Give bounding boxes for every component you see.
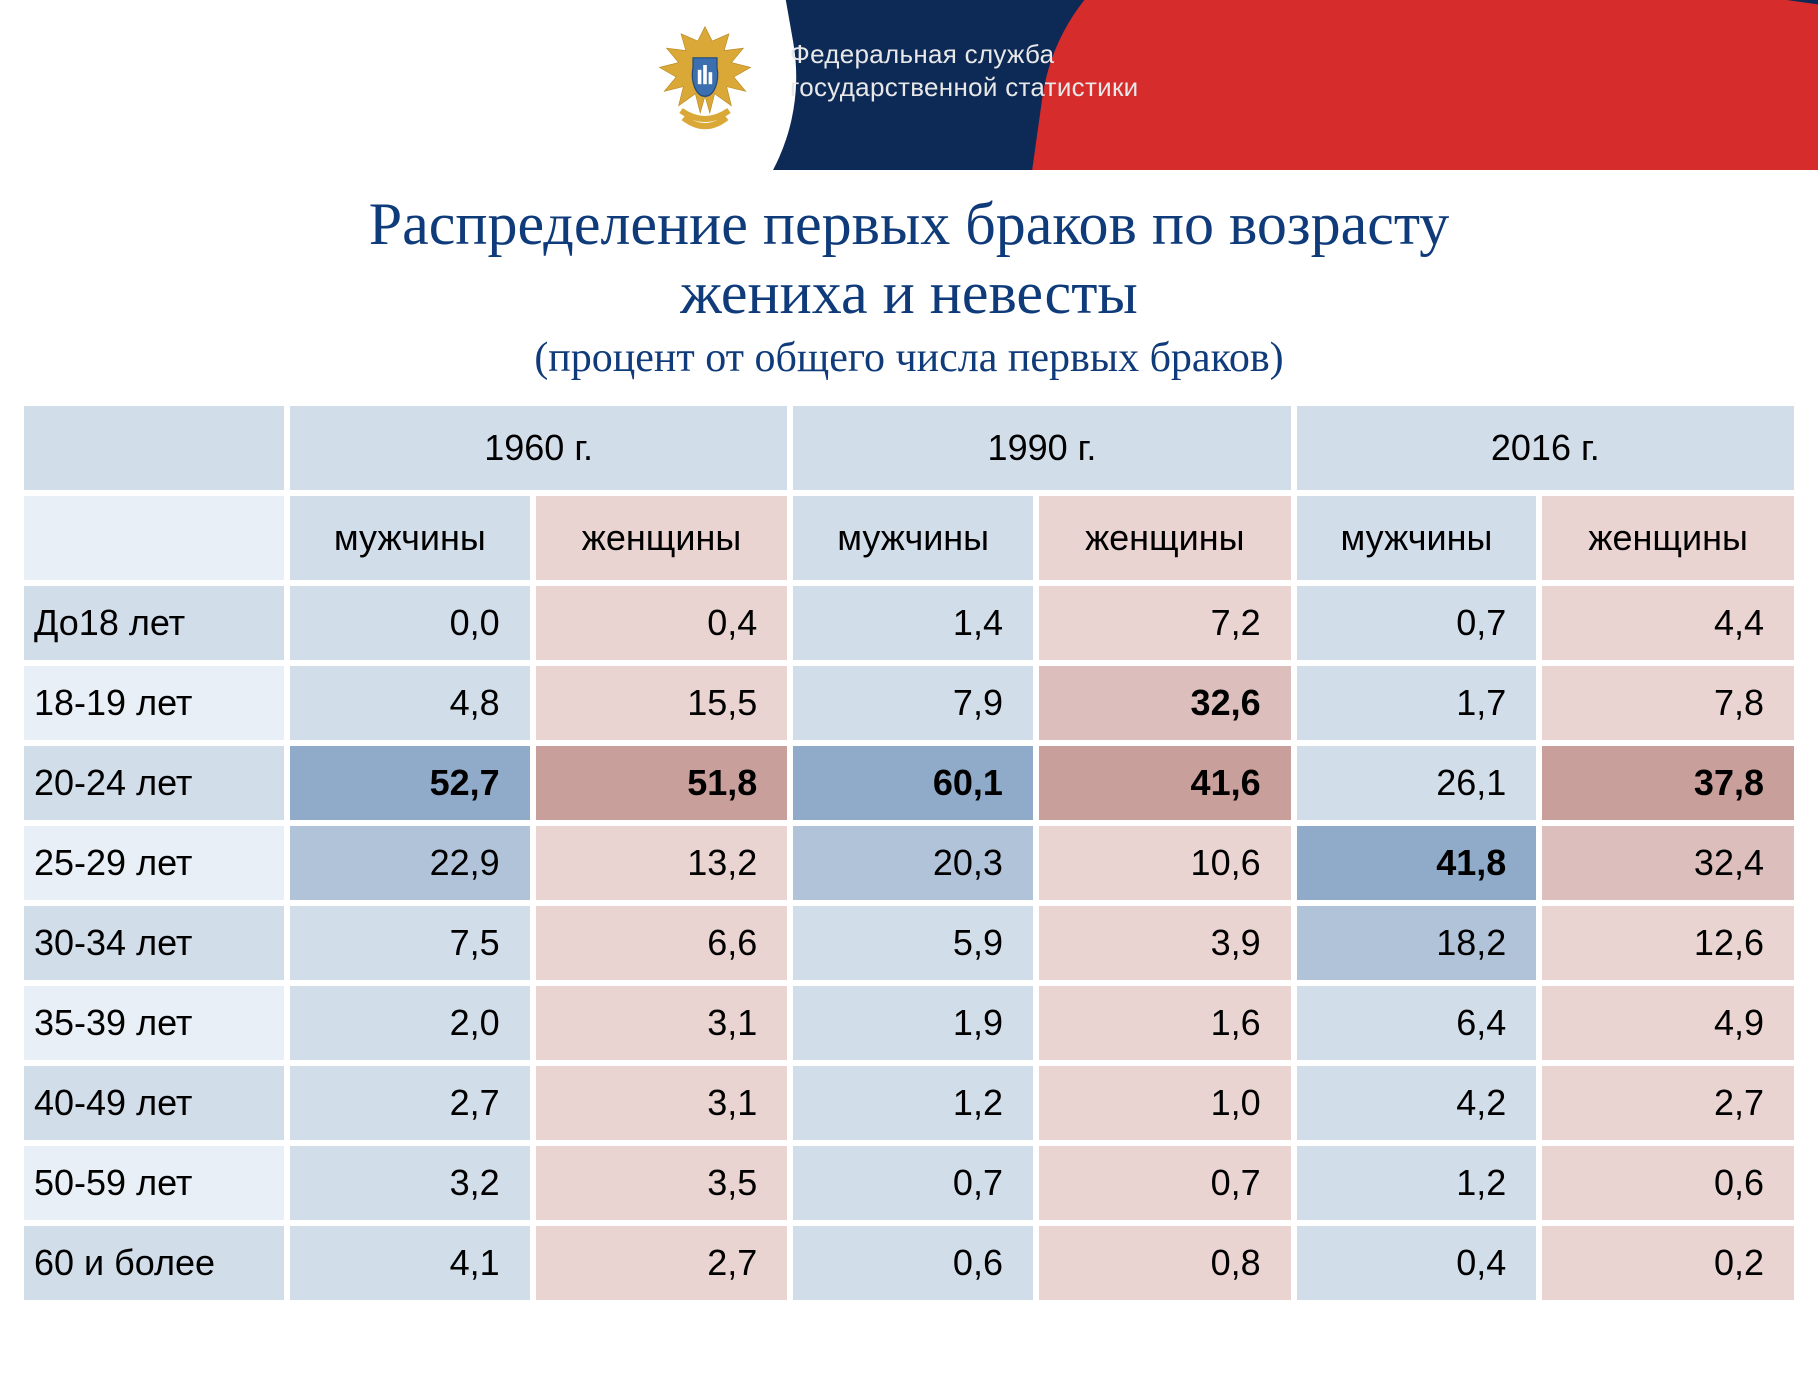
row-label: 35-39 лет [24, 986, 284, 1060]
row-label: 30-34 лет [24, 906, 284, 980]
data-cell: 1,0 [1039, 1066, 1291, 1140]
data-cell: 41,6 [1039, 746, 1291, 820]
data-cell: 0,2 [1542, 1226, 1794, 1300]
table-row: 35-39 лет2,03,11,91,66,44,9 [24, 986, 1794, 1060]
data-cell: 0,6 [793, 1226, 1033, 1300]
data-cell: 1,2 [793, 1066, 1033, 1140]
data-cell: 7,9 [793, 666, 1033, 740]
subheader-male: мужчины [1297, 496, 1537, 580]
agency-line1: Федеральная служба [790, 38, 1138, 71]
data-cell: 4,8 [290, 666, 530, 740]
data-cell: 7,8 [1542, 666, 1794, 740]
data-cell: 1,6 [1039, 986, 1291, 1060]
row-label: До18 лет [24, 586, 284, 660]
data-cell: 7,5 [290, 906, 530, 980]
table-body: До18 лет0,00,41,47,20,74,418-19 лет4,815… [24, 586, 1794, 1300]
data-cell: 0,8 [1039, 1226, 1291, 1300]
data-cell: 3,5 [536, 1146, 788, 1220]
row-label: 20-24 лет [24, 746, 284, 820]
data-cell: 1,2 [1297, 1146, 1537, 1220]
data-cell: 32,6 [1039, 666, 1291, 740]
data-cell: 6,4 [1297, 986, 1537, 1060]
title-line1: Распределение первых браков по возрасту [369, 191, 1450, 257]
agency-name: Федеральная служба государственной стати… [790, 38, 1138, 103]
data-cell: 13,2 [536, 826, 788, 900]
data-cell: 0,7 [1039, 1146, 1291, 1220]
table-row: До18 лет0,00,41,47,20,74,4 [24, 586, 1794, 660]
rosstat-emblem-icon [640, 12, 770, 142]
data-cell: 0,7 [793, 1146, 1033, 1220]
year-header: 1990 г. [793, 406, 1290, 490]
data-cell: 20,3 [793, 826, 1033, 900]
data-cell: 15,5 [536, 666, 788, 740]
subheader-male: мужчины [793, 496, 1033, 580]
subheader-female: женщины [1542, 496, 1794, 580]
data-cell: 41,8 [1297, 826, 1537, 900]
data-cell: 12,6 [1542, 906, 1794, 980]
data-cell: 0,4 [536, 586, 788, 660]
data-cell: 10,6 [1039, 826, 1291, 900]
subheader-male: мужчины [290, 496, 530, 580]
data-cell: 32,4 [1542, 826, 1794, 900]
row-label: 50-59 лет [24, 1146, 284, 1220]
data-cell: 2,7 [536, 1226, 788, 1300]
year-header-row: 1960 г.1990 г.2016 г. [24, 406, 1794, 490]
banner: Федеральная служба государственной стати… [0, 0, 1818, 170]
data-cell: 52,7 [290, 746, 530, 820]
data-cell: 1,4 [793, 586, 1033, 660]
data-cell: 5,9 [793, 906, 1033, 980]
data-cell: 3,2 [290, 1146, 530, 1220]
gender-header-row: мужчиныженщинымужчиныженщинымужчиныженщи… [24, 496, 1794, 580]
data-cell: 3,9 [1039, 906, 1291, 980]
subheader-female: женщины [1039, 496, 1291, 580]
table-row: 60 и более4,12,70,60,80,40,2 [24, 1226, 1794, 1300]
row-label: 25-29 лет [24, 826, 284, 900]
header-blank [24, 406, 284, 490]
data-cell: 2,7 [290, 1066, 530, 1140]
data-cell: 6,6 [536, 906, 788, 980]
data-cell: 4,9 [1542, 986, 1794, 1060]
row-label: 60 и более [24, 1226, 284, 1300]
table-row: 50-59 лет3,23,50,70,71,20,6 [24, 1146, 1794, 1220]
data-cell: 1,7 [1297, 666, 1537, 740]
marriage-distribution-table: 1960 г.1990 г.2016 г. мужчиныженщинымужч… [18, 400, 1800, 1306]
data-cell: 3,1 [536, 1066, 788, 1140]
table-row: 40-49 лет2,73,11,21,04,22,7 [24, 1066, 1794, 1140]
data-cell: 22,9 [290, 826, 530, 900]
data-cell: 0,6 [1542, 1146, 1794, 1220]
table-container: 1960 г.1990 г.2016 г. мужчиныженщинымужч… [0, 392, 1818, 1306]
title-line2: жениха и невесты [680, 260, 1137, 326]
page-title: Распределение первых браков по возрасту … [60, 190, 1758, 328]
data-cell: 0,0 [290, 586, 530, 660]
page-subtitle: (процент от общего числа первых браков) [60, 334, 1758, 382]
header-blank-2 [24, 496, 284, 580]
title-block: Распределение первых браков по возрасту … [0, 170, 1818, 392]
data-cell: 4,4 [1542, 586, 1794, 660]
data-cell: 0,7 [1297, 586, 1537, 660]
data-cell: 2,0 [290, 986, 530, 1060]
data-cell: 4,2 [1297, 1066, 1537, 1140]
data-cell: 1,9 [793, 986, 1033, 1060]
data-cell: 37,8 [1542, 746, 1794, 820]
data-cell: 0,4 [1297, 1226, 1537, 1300]
data-cell: 4,1 [290, 1226, 530, 1300]
agency-line2: государственной статистики [790, 71, 1138, 104]
subheader-female: женщины [536, 496, 788, 580]
table-row: 18-19 лет4,815,57,932,61,77,8 [24, 666, 1794, 740]
table-head: 1960 г.1990 г.2016 г. мужчиныженщинымужч… [24, 406, 1794, 580]
data-cell: 60,1 [793, 746, 1033, 820]
row-label: 18-19 лет [24, 666, 284, 740]
data-cell: 26,1 [1297, 746, 1537, 820]
year-header: 1960 г. [290, 406, 787, 490]
data-cell: 7,2 [1039, 586, 1291, 660]
data-cell: 51,8 [536, 746, 788, 820]
data-cell: 18,2 [1297, 906, 1537, 980]
data-cell: 3,1 [536, 986, 788, 1060]
row-label: 40-49 лет [24, 1066, 284, 1140]
table-row: 30-34 лет7,56,65,93,918,212,6 [24, 906, 1794, 980]
data-cell: 2,7 [1542, 1066, 1794, 1140]
table-row: 20-24 лет52,751,860,141,626,137,8 [24, 746, 1794, 820]
year-header: 2016 г. [1297, 406, 1794, 490]
table-row: 25-29 лет22,913,220,310,641,832,4 [24, 826, 1794, 900]
